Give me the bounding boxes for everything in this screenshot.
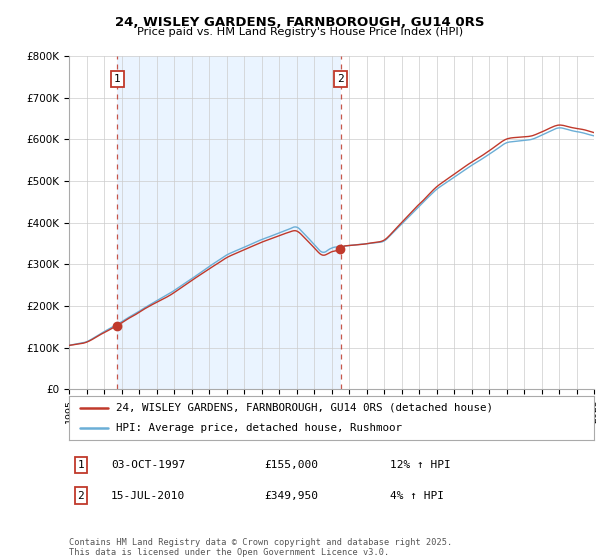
Text: Price paid vs. HM Land Registry's House Price Index (HPI): Price paid vs. HM Land Registry's House …	[137, 27, 463, 37]
Text: 4% ↑ HPI: 4% ↑ HPI	[390, 491, 444, 501]
Text: 1: 1	[77, 460, 85, 470]
Text: £155,000: £155,000	[264, 460, 318, 470]
Text: 15-JUL-2010: 15-JUL-2010	[111, 491, 185, 501]
Text: 12% ↑ HPI: 12% ↑ HPI	[390, 460, 451, 470]
Text: 2: 2	[77, 491, 85, 501]
Text: 2: 2	[338, 74, 344, 84]
Text: HPI: Average price, detached house, Rushmoor: HPI: Average price, detached house, Rush…	[116, 423, 402, 433]
Text: 24, WISLEY GARDENS, FARNBOROUGH, GU14 0RS: 24, WISLEY GARDENS, FARNBOROUGH, GU14 0R…	[115, 16, 485, 29]
Text: £349,950: £349,950	[264, 491, 318, 501]
Text: 24, WISLEY GARDENS, FARNBOROUGH, GU14 0RS (detached house): 24, WISLEY GARDENS, FARNBOROUGH, GU14 0R…	[116, 403, 493, 413]
Text: 03-OCT-1997: 03-OCT-1997	[111, 460, 185, 470]
Text: Contains HM Land Registry data © Crown copyright and database right 2025.
This d: Contains HM Land Registry data © Crown c…	[69, 538, 452, 557]
Text: 1: 1	[114, 74, 121, 84]
Bar	[117, 56, 341, 389]
